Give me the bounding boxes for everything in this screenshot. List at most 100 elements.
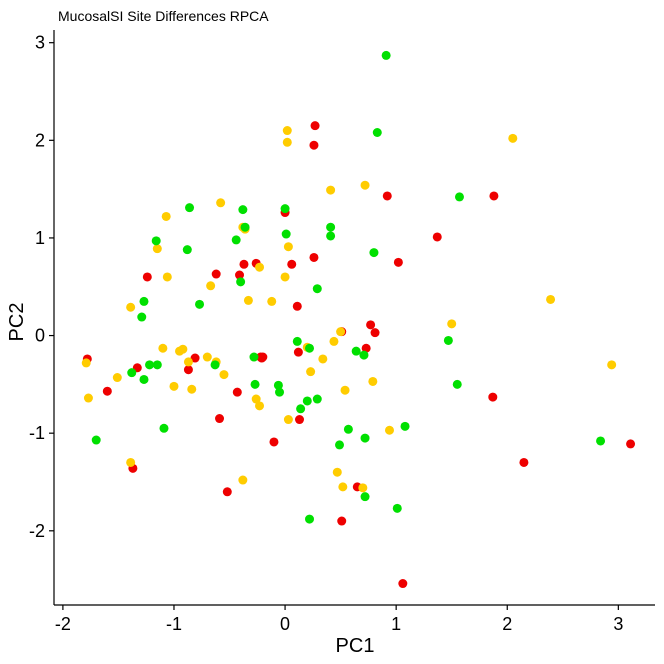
data-point: [238, 205, 248, 215]
data-point: [508, 133, 518, 143]
data-point: [249, 352, 259, 362]
data-point: [240, 222, 250, 232]
data-point: [159, 423, 169, 433]
data-point: [329, 336, 339, 346]
data-point: [195, 299, 205, 309]
x-tick-label: 2: [502, 614, 512, 634]
data-point: [169, 381, 179, 391]
data-point: [360, 433, 370, 443]
data-point: [351, 346, 361, 356]
data-point: [255, 262, 265, 272]
data-point: [306, 367, 316, 377]
data-point: [216, 198, 226, 208]
data-point: [158, 343, 168, 353]
data-point: [369, 248, 379, 258]
data-point: [222, 487, 232, 497]
data-point: [231, 235, 241, 245]
data-point: [337, 516, 347, 526]
data-point: [185, 203, 195, 213]
data-point: [287, 259, 297, 269]
y-axis-title: PC2: [6, 303, 28, 342]
data-point: [447, 319, 457, 329]
data-point: [296, 404, 306, 414]
data-point: [139, 374, 149, 384]
data-point: [366, 320, 376, 330]
data-point: [361, 343, 371, 353]
data-point: [398, 579, 408, 589]
data-point: [83, 393, 93, 403]
data-point: [215, 414, 225, 424]
data-point: [142, 272, 152, 282]
data-point: [335, 440, 345, 450]
y-tick-label: 2: [35, 130, 45, 150]
data-point: [280, 204, 290, 214]
data-point: [326, 222, 336, 232]
data-point: [211, 269, 221, 279]
data-point: [152, 360, 162, 370]
data-point: [238, 475, 248, 485]
data-point: [305, 514, 315, 524]
data-point: [326, 231, 336, 241]
data-point: [235, 270, 245, 280]
data-point: [343, 424, 353, 434]
data-point: [489, 191, 499, 201]
data-point: [275, 387, 285, 397]
data-point: [243, 295, 253, 305]
data-point: [443, 335, 453, 345]
data-point: [370, 328, 380, 338]
data-point: [382, 191, 392, 201]
y-tick-label: 3: [35, 33, 45, 53]
data-point: [295, 415, 305, 425]
data-point: [236, 277, 246, 287]
data-point: [293, 347, 303, 357]
data-point: [432, 232, 442, 242]
x-tick-label: 3: [613, 614, 623, 634]
data-point: [162, 272, 172, 282]
y-tick-label: 0: [35, 326, 45, 346]
data-point: [454, 192, 464, 202]
chart-title: MucosalSI Site Differences RPCA: [58, 8, 269, 24]
data-point: [210, 360, 220, 370]
data-point: [283, 415, 293, 425]
data-point: [312, 394, 322, 404]
data-point: [282, 126, 292, 136]
y-tick-label: -1: [29, 423, 45, 443]
series-group: [91, 50, 606, 524]
data-point: [283, 242, 293, 252]
x-tick-label: -1: [166, 614, 182, 634]
data-point: [488, 392, 498, 402]
data-point: [626, 439, 636, 449]
data-point: [358, 483, 368, 493]
data-point: [607, 360, 617, 370]
data-point: [338, 482, 348, 492]
data-point: [309, 140, 319, 150]
data-point: [127, 368, 137, 378]
data-point: [267, 296, 277, 306]
x-tick-label: -2: [55, 614, 71, 634]
data-point: [400, 421, 410, 431]
x-tick-label: 1: [391, 614, 401, 634]
data-point: [269, 437, 279, 447]
data-point: [452, 379, 462, 389]
data-point: [359, 350, 369, 360]
data-point: [178, 344, 188, 354]
data-point: [280, 272, 290, 282]
data-point: [546, 294, 556, 304]
data-point: [372, 128, 382, 138]
series-group: [81, 126, 617, 493]
data-point: [183, 365, 193, 375]
data-point: [91, 435, 101, 445]
data-point: [282, 137, 292, 147]
data-point: [202, 352, 212, 362]
data-point: [239, 259, 249, 269]
data-point: [318, 354, 328, 364]
data-point: [151, 236, 161, 246]
data-point: [384, 425, 394, 435]
data-point: [102, 386, 112, 396]
data-point: [152, 244, 162, 254]
data-point: [281, 229, 291, 239]
data-point: [126, 457, 136, 467]
data-points: [81, 50, 636, 589]
x-tick-label: 0: [280, 614, 290, 634]
